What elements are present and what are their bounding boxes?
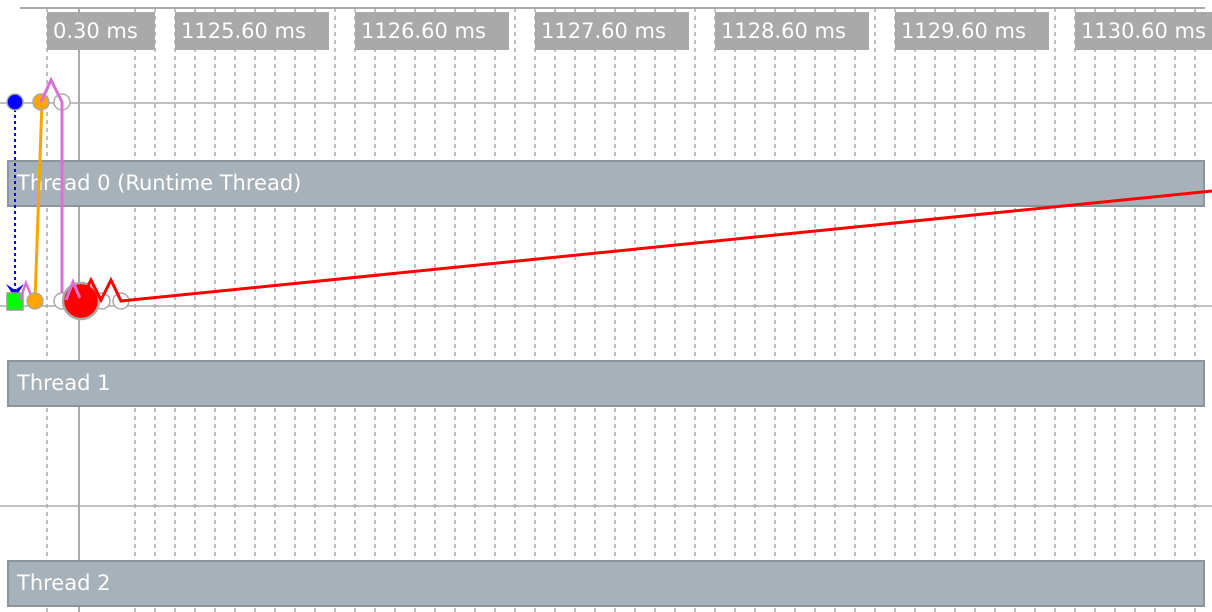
time-label: 1126.60 ms [355, 12, 509, 50]
thread-1-bar[interactable]: Thread 1 [7, 360, 1205, 407]
time-label: 1125.60 ms [175, 12, 329, 50]
time-label: 1130.60 ms [1075, 12, 1212, 50]
time-label: 1127.60 ms [535, 12, 689, 50]
time-label: 1128.60 ms [715, 12, 869, 50]
time-label: 0.30 ms [47, 12, 155, 50]
thread-0-bar[interactable]: Thread 0 (Runtime Thread) [7, 160, 1205, 207]
time-label: 1129.60 ms [895, 12, 1049, 50]
thread-2-bar[interactable]: Thread 2 [7, 560, 1205, 607]
